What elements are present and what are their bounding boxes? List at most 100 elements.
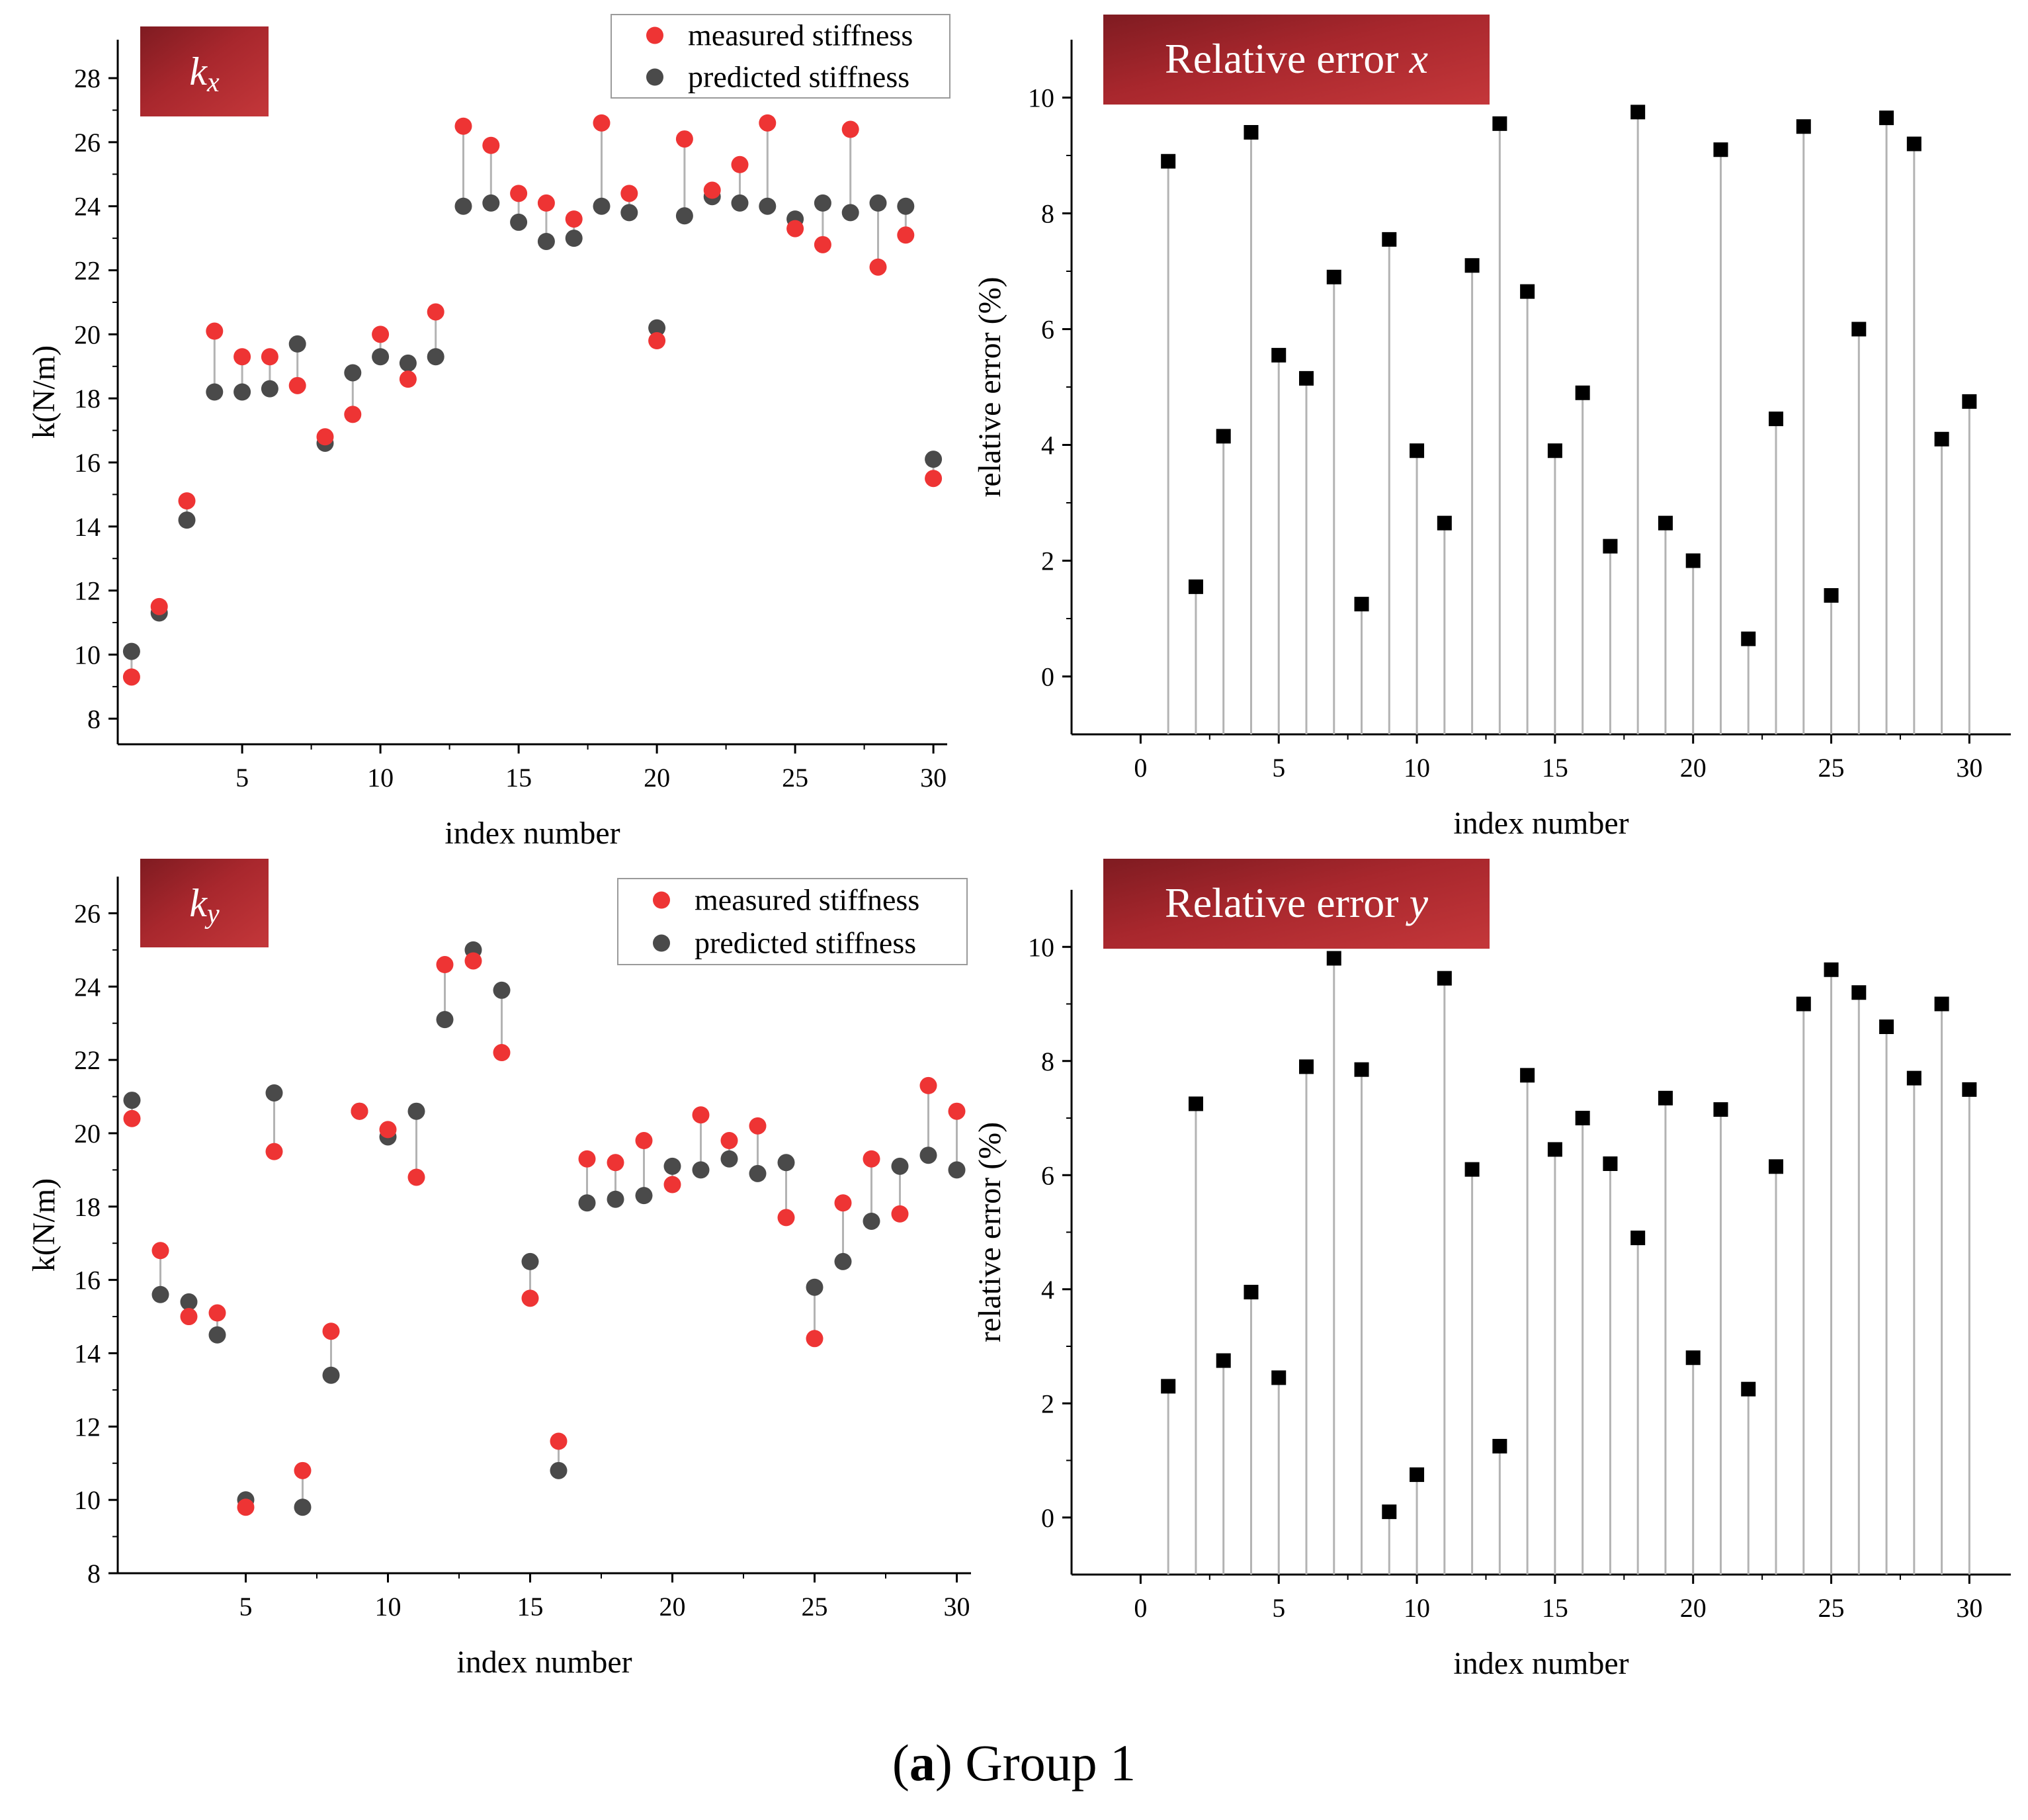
error-marker bbox=[1741, 1381, 1756, 1397]
measured-point bbox=[948, 1102, 966, 1120]
predicted-point bbox=[731, 194, 749, 212]
legend-label: measured stiffness bbox=[688, 19, 913, 52]
error-marker bbox=[1603, 539, 1618, 554]
error-marker bbox=[1713, 1102, 1728, 1117]
measured-point bbox=[180, 1308, 198, 1326]
measured-point bbox=[379, 1121, 397, 1139]
chart-ky: 8 10 12 14 16 18 20 22 24 26 5 10 15 20 25 30 index numb… bbox=[26, 859, 971, 1680]
y-tick-label: 22 bbox=[74, 1045, 101, 1075]
measured-point bbox=[123, 1109, 141, 1127]
measured-point bbox=[208, 1304, 226, 1322]
error-marker bbox=[1879, 1019, 1894, 1034]
measured-point bbox=[322, 1322, 340, 1340]
x-tick-label: 5 bbox=[235, 763, 249, 793]
error-marker bbox=[1575, 1111, 1590, 1125]
predicted-point bbox=[178, 511, 196, 529]
error-marker bbox=[1934, 431, 1949, 447]
measured-point bbox=[178, 492, 196, 510]
y-tick-label: 24 bbox=[74, 972, 101, 1002]
error-marker bbox=[1464, 1162, 1480, 1177]
predicted-point bbox=[294, 1498, 312, 1516]
error-marker bbox=[1271, 1370, 1287, 1385]
y-tick-label: 2 bbox=[1041, 546, 1054, 576]
x-axis-label: index number bbox=[456, 1645, 632, 1680]
chart-title: kx bbox=[189, 50, 220, 98]
measured-point bbox=[454, 117, 472, 135]
predicted-point bbox=[208, 1326, 226, 1344]
y-tick-label: 14 bbox=[74, 512, 101, 542]
y-tick-label: 20 bbox=[74, 1119, 101, 1148]
measured-point bbox=[759, 114, 777, 132]
error-marker bbox=[1354, 597, 1369, 612]
measured-point bbox=[151, 1242, 169, 1260]
error-marker bbox=[1382, 1504, 1397, 1520]
measured-point bbox=[265, 1143, 283, 1160]
y-tick-label: 8 bbox=[87, 704, 101, 734]
predicted-point bbox=[454, 197, 472, 215]
measured-point bbox=[919, 1076, 937, 1094]
predicted-point bbox=[233, 383, 251, 401]
measured-point bbox=[510, 185, 528, 202]
x-tick-label: 10 bbox=[1404, 753, 1430, 783]
error-marker bbox=[1410, 443, 1425, 458]
y-tick-label: 2 bbox=[1041, 1389, 1054, 1418]
error-marker bbox=[1437, 971, 1452, 986]
error-marker bbox=[1962, 394, 1977, 409]
x-axis-label: index number bbox=[444, 816, 620, 851]
x-tick-label: 20 bbox=[1680, 753, 1707, 783]
error-marker bbox=[1741, 631, 1756, 646]
measured-point bbox=[399, 370, 417, 388]
error-marker bbox=[1658, 515, 1673, 531]
error-marker bbox=[1879, 110, 1894, 126]
y-tick-label: 28 bbox=[74, 64, 101, 93]
measured-point bbox=[344, 406, 362, 423]
predicted-point bbox=[663, 1157, 681, 1175]
y-tick-label: 8 bbox=[1041, 199, 1054, 229]
measured-point bbox=[925, 470, 943, 488]
measured-point bbox=[720, 1132, 738, 1150]
x-tick-label: 5 bbox=[1272, 753, 1285, 783]
error-marker bbox=[1575, 385, 1590, 400]
measured-point bbox=[897, 226, 915, 244]
measured-point bbox=[233, 348, 251, 366]
predicted-point bbox=[607, 1190, 624, 1208]
caption-letter: a bbox=[909, 1734, 935, 1792]
error-marker bbox=[1161, 1379, 1176, 1394]
x-tick-label: 10 bbox=[375, 1592, 401, 1622]
measured-point bbox=[635, 1132, 653, 1150]
y-tick-label: 10 bbox=[1028, 83, 1054, 113]
legend-label: predicted stiffness bbox=[695, 926, 916, 960]
chart-title-box bbox=[1103, 15, 1490, 105]
figure-caption: (a) Group 1 bbox=[892, 1734, 1136, 1792]
y-tick-label: 8 bbox=[1041, 1047, 1054, 1076]
measured-point bbox=[550, 1432, 568, 1450]
x-tick-label: 30 bbox=[1956, 753, 1982, 783]
error-marker bbox=[1824, 588, 1839, 603]
predicted-point bbox=[151, 1285, 169, 1303]
y-tick-label: 8 bbox=[87, 1559, 101, 1588]
error-marker bbox=[1630, 105, 1646, 120]
error-marker bbox=[1685, 553, 1701, 568]
chart-title: ky bbox=[189, 881, 220, 930]
x-tick-label: 0 bbox=[1134, 1593, 1147, 1623]
x-tick-label: 30 bbox=[1956, 1593, 1982, 1623]
measured-point bbox=[607, 1154, 624, 1172]
y-tick-label: 14 bbox=[74, 1338, 101, 1368]
predicted-point bbox=[635, 1187, 653, 1205]
measured-point bbox=[891, 1205, 909, 1223]
x-tick-label: 15 bbox=[505, 763, 532, 793]
x-tick-label: 15 bbox=[1542, 1593, 1568, 1623]
measured-point bbox=[464, 952, 482, 970]
y-tick-label: 16 bbox=[74, 448, 101, 478]
y-tick-label: 0 bbox=[1041, 1503, 1054, 1533]
predicted-point bbox=[869, 194, 887, 212]
chart-title-box bbox=[140, 26, 269, 116]
y-tick-label: 4 bbox=[1041, 1275, 1054, 1305]
x-tick-label: 10 bbox=[367, 763, 394, 793]
x-tick-label: 25 bbox=[802, 1592, 828, 1622]
predicted-point bbox=[427, 348, 444, 366]
error-marker bbox=[1354, 1062, 1369, 1077]
predicted-point bbox=[863, 1212, 880, 1230]
measured-point bbox=[482, 136, 500, 154]
measured-point bbox=[620, 185, 638, 202]
